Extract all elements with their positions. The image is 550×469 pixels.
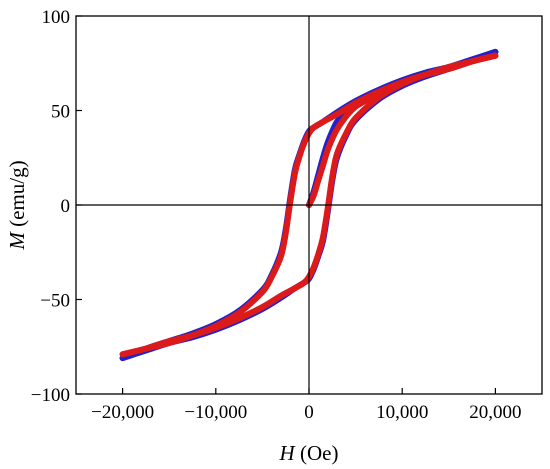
series-2-segment-3 bbox=[119, 52, 499, 358]
x-axis-title: H (Oe) bbox=[279, 441, 339, 465]
y-tick-label: 0 bbox=[61, 196, 71, 217]
series-2 bbox=[119, 52, 499, 358]
y-tick-label: −100 bbox=[31, 385, 70, 406]
x-tick-label: −20,000 bbox=[91, 402, 154, 423]
x-tick-label: 10,000 bbox=[376, 402, 428, 423]
x-axis-symbol: H bbox=[279, 441, 297, 465]
y-tick-label: −50 bbox=[40, 291, 70, 312]
y-axis-title: M (emu/g) bbox=[5, 160, 29, 250]
y-tick-label: 50 bbox=[51, 102, 70, 123]
zero-lines bbox=[76, 16, 542, 394]
x-tick-label: 0 bbox=[304, 402, 314, 423]
labels-layer: −20,000 −10,000 0 10,000 20,000 −100 −50 0 50 100 bbox=[31, 7, 522, 423]
y-axis-unit: (emu/g) bbox=[5, 160, 29, 232]
x-tick-label: 20,000 bbox=[469, 402, 521, 423]
curves-layer bbox=[119, 48, 499, 362]
y-axis-symbol: M bbox=[5, 231, 29, 251]
x-tick-label: −10,000 bbox=[184, 402, 247, 423]
x-axis-unit: (Oe) bbox=[295, 441, 339, 465]
y-tick-label: 100 bbox=[42, 7, 71, 28]
ticks-layer bbox=[76, 15, 496, 395]
